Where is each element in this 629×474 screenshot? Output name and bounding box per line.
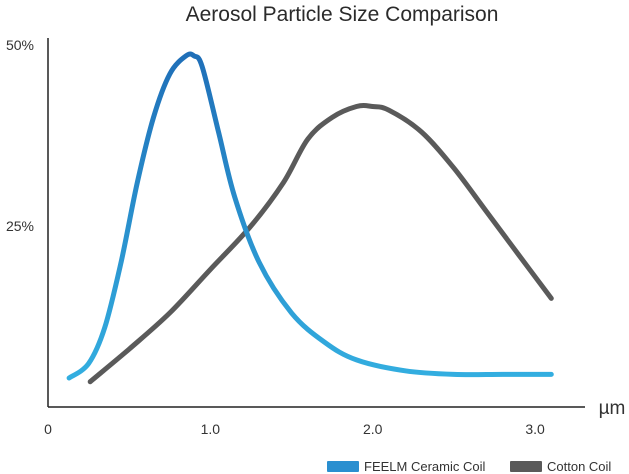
y-tick-labels: 25% 50% (6, 37, 34, 234)
x-tick-label: 0 (44, 421, 52, 437)
legend-label-cotton: Cotton Coil (547, 459, 611, 474)
legend-label-feelm: FEELM Ceramic Coil (364, 459, 485, 474)
legend-swatch-cotton (510, 461, 542, 472)
x-tick-labels: 0 1.0 2.0 3.0 (44, 421, 545, 437)
series-line-cotton (87, 103, 554, 385)
series-line-feelm (66, 51, 554, 381)
x-axis-unit-label: µm (599, 398, 626, 419)
x-tick-label: 3.0 (525, 421, 545, 437)
x-tick-label: 2.0 (363, 421, 383, 437)
legend: FEELM Ceramic Coil Cotton Coil (327, 459, 611, 474)
y-tick-label: 50% (6, 37, 34, 53)
chart-title: Aerosol Particle Size Comparison (186, 3, 499, 26)
legend-swatch-feelm (327, 461, 359, 472)
y-tick-label: 25% (6, 218, 34, 234)
series-lines (66, 51, 554, 385)
x-tick-label: 1.0 (201, 421, 221, 437)
